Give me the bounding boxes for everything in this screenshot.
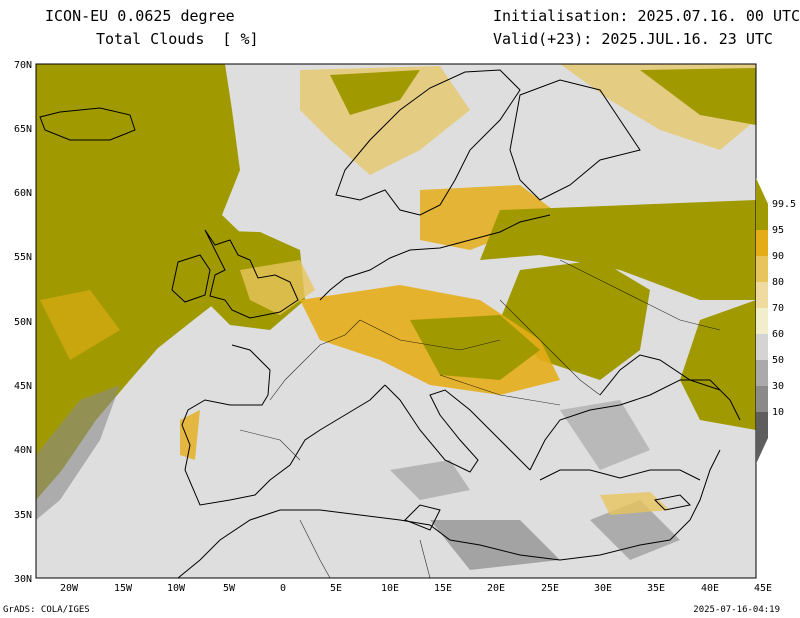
lat-axis: 70N 65N 60N 55N 50N 45N 40N 35N 30N bbox=[14, 60, 32, 585]
colorbar-cap bbox=[756, 178, 768, 204]
footer-credit: GrADS: COLA/IGES bbox=[3, 605, 90, 615]
lat-label: 55N bbox=[14, 252, 32, 263]
lat-label: 30N bbox=[14, 574, 32, 585]
lon-label: 20W bbox=[60, 583, 79, 594]
lon-label: 0 bbox=[280, 583, 286, 594]
lat-label: 60N bbox=[14, 188, 32, 199]
colorbar bbox=[756, 178, 768, 464]
colorbar-swatch bbox=[756, 334, 768, 360]
lat-label: 45N bbox=[14, 381, 32, 392]
lon-label: 20E bbox=[487, 583, 505, 594]
borders bbox=[239, 259, 721, 578]
lon-label: 15E bbox=[434, 583, 452, 594]
lat-label: 35N bbox=[14, 510, 32, 521]
field-title: Total Clouds [ %] bbox=[96, 30, 259, 48]
colorbar-swatch bbox=[756, 204, 768, 230]
lon-label: 10E bbox=[381, 583, 399, 594]
lat-label: 70N bbox=[14, 60, 32, 71]
colorbar-label: 30 bbox=[772, 381, 785, 392]
colorbar-label: 10 bbox=[772, 407, 785, 418]
model-title: ICON-EU 0.0625 degree bbox=[45, 7, 235, 25]
east-europe-cloud bbox=[480, 200, 756, 300]
lon-label: 5W bbox=[223, 583, 236, 594]
colorbar-swatch bbox=[756, 412, 768, 438]
colorbar-label: 95 bbox=[772, 225, 785, 236]
colorbar-cap bbox=[756, 438, 768, 464]
lon-label: 30E bbox=[594, 583, 612, 594]
colorbar-label: 60 bbox=[772, 329, 785, 340]
colorbar-swatch bbox=[756, 386, 768, 412]
map-content bbox=[36, 64, 756, 578]
colorbar-label: 80 bbox=[772, 277, 785, 288]
lon-label: 15W bbox=[114, 583, 133, 594]
colorbar-label: 99.5 bbox=[772, 199, 797, 210]
lon-label: 40E bbox=[701, 583, 719, 594]
lat-label: 50N bbox=[14, 317, 32, 328]
lon-label: 10W bbox=[167, 583, 186, 594]
colorbar-label: 70 bbox=[772, 303, 785, 314]
colorbar-swatch bbox=[756, 282, 768, 308]
lon-label: 25E bbox=[541, 583, 559, 594]
footer-timestamp: 2025-07-16-04:19 bbox=[693, 605, 780, 615]
lat-label: 40N bbox=[14, 445, 32, 456]
valid-time: Valid(+23): 2025.JUL.16. 23 UTC bbox=[493, 30, 773, 48]
colorbar-swatch bbox=[756, 308, 768, 334]
lat-label: 65N bbox=[14, 124, 32, 135]
lon-label: 35E bbox=[647, 583, 665, 594]
lon-label: 5E bbox=[330, 583, 342, 594]
colorbar-swatch bbox=[756, 230, 768, 256]
coastlines bbox=[39, 69, 741, 578]
colorbar-label: 50 bbox=[772, 355, 785, 366]
atlantic-cloud-band bbox=[36, 64, 248, 500]
init-time: Initialisation: 2025.07.16. 00 UTC bbox=[493, 7, 800, 25]
lon-label: 45E bbox=[754, 583, 772, 594]
colorbar-swatch bbox=[756, 256, 768, 282]
lon-axis: 20W 15W 10W 5W 0 5E 10E 15E 20E 25E 30E … bbox=[60, 583, 772, 594]
colorbar-swatch bbox=[756, 360, 768, 386]
colorbar-label: 90 bbox=[772, 251, 785, 262]
